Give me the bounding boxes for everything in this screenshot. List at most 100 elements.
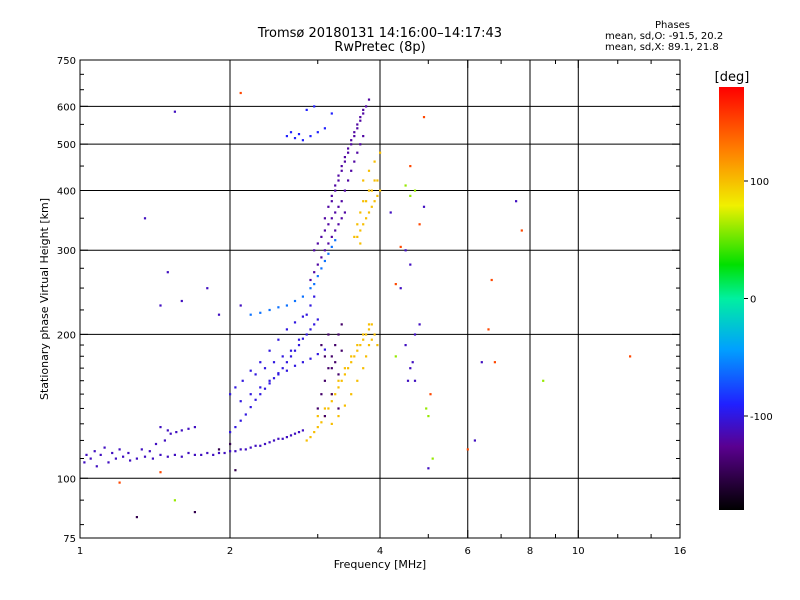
data-point: [356, 349, 359, 352]
phase-colorbar: [719, 87, 744, 510]
data-point: [367, 169, 371, 172]
data-point: [362, 367, 365, 370]
data-point: [277, 372, 280, 375]
x-tick-label: 8: [527, 546, 533, 557]
colorbar-tick-label: 100: [750, 177, 769, 188]
data-point: [334, 184, 337, 187]
data-point: [293, 137, 297, 140]
data-point: [353, 160, 356, 163]
data-point: [277, 338, 280, 341]
data-point: [330, 400, 333, 403]
data-point: [323, 379, 326, 382]
data-point: [103, 446, 106, 449]
data-point: [263, 367, 267, 370]
data-point: [399, 245, 402, 248]
data-point: [327, 242, 330, 245]
data-point: [337, 205, 340, 208]
data-point: [373, 200, 376, 203]
data-point: [309, 135, 312, 138]
data-point: [175, 431, 178, 434]
data-point: [343, 367, 346, 370]
data-point: [107, 461, 110, 464]
data-point: [85, 453, 88, 456]
data-point: [239, 400, 242, 403]
x-tick-label: 1: [77, 546, 83, 557]
data-point: [347, 147, 350, 150]
data-point: [362, 200, 365, 203]
data-point: [268, 349, 271, 352]
data-point: [337, 333, 340, 336]
data-point: [347, 367, 350, 370]
data-point: [173, 110, 176, 113]
data-point: [466, 448, 469, 451]
data-point: [542, 379, 545, 382]
data-point: [140, 448, 143, 451]
data-point: [148, 450, 151, 453]
data-point: [229, 431, 232, 434]
y-tick-label: 600: [57, 102, 76, 113]
data-point: [379, 151, 382, 154]
data-point: [305, 313, 308, 316]
data-point: [320, 267, 323, 270]
data-point: [285, 304, 288, 307]
data-point: [362, 223, 365, 226]
data-point: [353, 131, 356, 134]
data-point: [323, 217, 326, 220]
data-point: [151, 457, 154, 460]
data-point: [350, 143, 353, 146]
data-point: [239, 448, 242, 451]
data-point: [409, 367, 412, 370]
data-point: [427, 415, 430, 418]
data-point: [259, 393, 262, 396]
data-point: [254, 398, 257, 401]
data-point: [343, 160, 346, 163]
data-point: [327, 367, 330, 370]
y-tick-label: 500: [57, 140, 76, 151]
data-point: [159, 426, 162, 429]
chart-title-line2: RwPretec (8p): [334, 40, 426, 55]
data-point: [114, 457, 117, 460]
data-point: [394, 355, 397, 358]
data-point: [362, 338, 365, 341]
data-point: [99, 453, 102, 456]
data-point: [309, 328, 312, 331]
data-point: [356, 123, 359, 126]
data-point: [234, 450, 237, 453]
data-point: [301, 295, 304, 298]
data-point: [187, 451, 190, 455]
data-point: [313, 249, 316, 252]
data-point: [268, 379, 271, 382]
data-point: [327, 205, 330, 208]
data-point: [427, 467, 430, 470]
data-point: [367, 323, 371, 326]
data-point: [143, 455, 147, 458]
data-point: [350, 393, 353, 396]
x-tick-label: 6: [465, 546, 471, 557]
data-point: [305, 439, 308, 442]
grid-layer: [80, 60, 680, 538]
data-point: [193, 426, 196, 429]
data-point: [340, 323, 343, 326]
data-point: [263, 442, 267, 446]
data-point: [330, 200, 333, 203]
data-point: [187, 427, 190, 430]
data-point: [353, 135, 356, 138]
data-point: [154, 442, 158, 446]
x-tick-label: 10: [572, 546, 585, 557]
data-point: [305, 333, 308, 336]
data-point: [359, 143, 362, 146]
x-axis-label: Frequency [MHz]: [334, 558, 426, 571]
data-point: [359, 119, 362, 122]
data-point: [629, 355, 632, 358]
data-point: [337, 379, 340, 382]
data-point: [180, 455, 183, 458]
data-point: [365, 217, 368, 220]
data-point: [297, 133, 301, 136]
data-point: [359, 229, 362, 232]
data-point: [337, 415, 340, 418]
data-point: [159, 453, 162, 456]
data-point: [229, 393, 232, 396]
data-point: [362, 135, 365, 138]
data-point: [166, 271, 169, 274]
